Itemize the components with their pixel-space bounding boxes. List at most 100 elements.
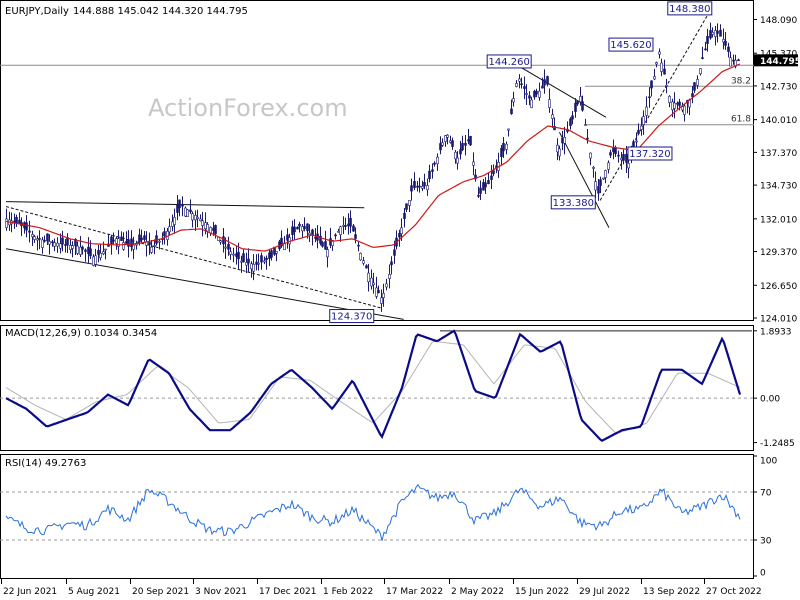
candle: [191, 211, 194, 228]
candle: [201, 211, 204, 237]
rsi-y-tick-label: 70: [760, 489, 772, 499]
candle-body: [614, 147, 617, 155]
candle: [214, 224, 217, 239]
symbol-name: EURJPY,Daily: [5, 6, 69, 17]
price-annotation: 144.260: [486, 54, 532, 69]
candle: [308, 224, 311, 243]
candle-body: [365, 265, 368, 269]
candle: [390, 256, 393, 275]
candle: [648, 87, 651, 108]
candle: [326, 246, 329, 268]
candle: [520, 77, 523, 89]
candle-body: [520, 83, 523, 86]
candle-body: [737, 59, 740, 62]
symbol-label: EURJPY,Daily 144.888 145.042 144.320 144.…: [5, 6, 248, 17]
x-tick-label: 27 Oct 2022: [706, 587, 762, 597]
annotation-box: [608, 37, 654, 52]
candle: [227, 236, 230, 256]
candle: [637, 123, 640, 134]
candle: [737, 58, 740, 62]
candle-body: [235, 253, 238, 257]
candle-body: [382, 293, 385, 298]
candle-body: [104, 248, 107, 251]
candle: [602, 177, 605, 180]
candle-body: [293, 226, 296, 233]
macd-layer: [0, 329, 754, 442]
annotation-label: 124.370: [331, 312, 372, 323]
candle-body: [461, 143, 464, 151]
candle: [232, 247, 235, 263]
candle: [359, 252, 362, 261]
candle-body: [691, 93, 694, 98]
macd-line: [5, 329, 742, 442]
candle: [594, 171, 597, 199]
candle-body: [377, 290, 380, 294]
candle: [722, 28, 725, 50]
candle: [487, 172, 490, 185]
candle-body: [31, 234, 34, 237]
candle-body: [306, 223, 309, 232]
candle-body: [138, 234, 141, 242]
candle: [683, 103, 686, 122]
candle-body: [367, 272, 370, 283]
candle-body: [574, 102, 577, 112]
candle: [469, 135, 472, 147]
candle-body: [184, 207, 187, 217]
candle: [148, 232, 151, 255]
candle-body: [265, 257, 268, 260]
candle: [693, 81, 696, 94]
candle-body: [89, 248, 92, 257]
candle-body: [530, 99, 533, 109]
candle-body: [704, 48, 707, 51]
candle: [319, 226, 322, 246]
candle: [388, 264, 391, 289]
candle-body: [528, 95, 531, 99]
candle-body: [456, 157, 459, 164]
candle: [548, 88, 551, 113]
x-tick-label: 5 Aug 2021: [68, 587, 120, 597]
candle-body: [224, 246, 227, 249]
candle: [653, 68, 656, 80]
candle-body: [410, 185, 413, 192]
candle-body: [546, 76, 549, 85]
candle-body: [459, 149, 462, 155]
candle: [196, 209, 199, 228]
candle: [563, 126, 566, 155]
candle-body: [48, 241, 51, 245]
annotation-box: [627, 146, 673, 161]
candle: [293, 219, 296, 241]
candle-body: [474, 174, 477, 180]
candle-body: [76, 245, 79, 254]
candle: [418, 177, 421, 193]
candle: [505, 141, 508, 155]
candle-body: [640, 125, 643, 130]
candle-body: [722, 38, 725, 43]
candle-body: [655, 62, 658, 65]
annotation-box: [550, 195, 596, 210]
candle-body: [46, 233, 49, 242]
candle-body: [502, 143, 505, 152]
current-price-tag: [754, 54, 798, 67]
candle: [334, 233, 337, 240]
candle: [556, 138, 559, 161]
trendline-1: [5, 201, 365, 209]
candle: [56, 237, 59, 253]
candle: [242, 249, 245, 263]
candle: [245, 252, 248, 274]
candle-body: [439, 143, 442, 151]
macd-panel-frame: [0, 325, 754, 451]
candle: [668, 95, 671, 108]
macd-title: MACD(12,26,9) 0.1034 0.3454: [5, 328, 157, 339]
candle: [706, 28, 709, 52]
candle-body: [479, 187, 482, 194]
candle: [38, 230, 41, 250]
candle-body: [227, 243, 230, 250]
candle: [410, 178, 413, 201]
candle: [298, 221, 301, 233]
candle: [81, 245, 84, 255]
price-annotation: 133.380: [550, 195, 596, 210]
candle-body: [56, 242, 59, 247]
candle: [660, 58, 663, 77]
candle-body: [581, 101, 584, 111]
trendline-6: [599, 14, 709, 201]
